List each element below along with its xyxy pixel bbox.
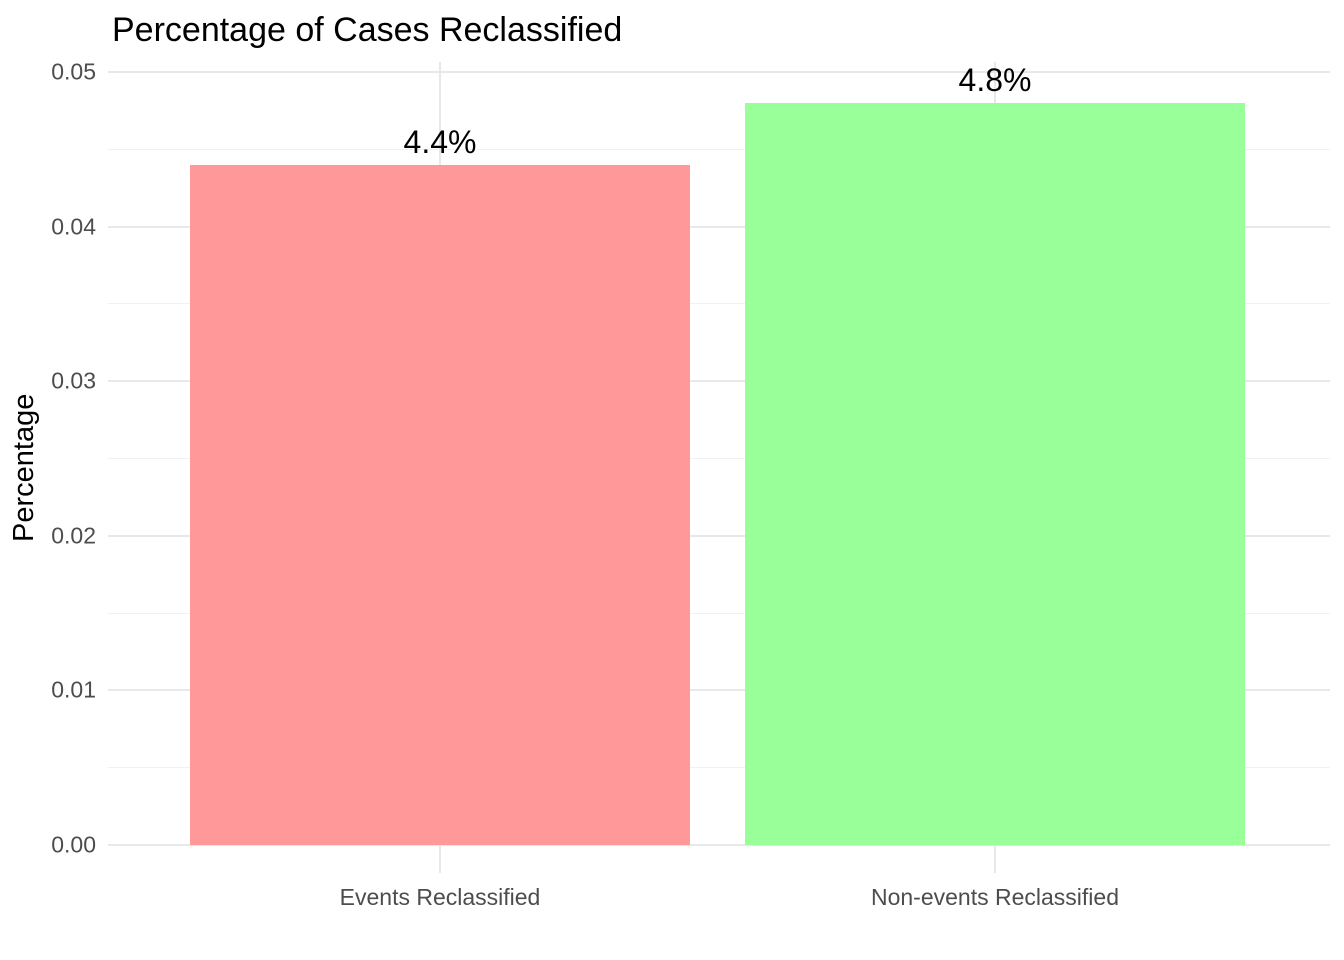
chart-title: Percentage of Cases Reclassified (112, 11, 623, 49)
y-gridline-major (108, 380, 1330, 383)
y-tick-label: 0.01 (51, 676, 96, 703)
y-axis-title: Percentage (8, 393, 40, 542)
y-tick-label: 0.05 (51, 58, 96, 85)
y-tick-label: 0.04 (51, 213, 96, 240)
y-gridline-minor (108, 612, 1330, 614)
y-gridline-major (108, 534, 1330, 537)
y-gridline-minor (108, 767, 1330, 769)
bar-events-reclassified (190, 164, 690, 845)
y-gridline-major (108, 689, 1330, 692)
x-tick-label-non-events-reclassified: Non-events Reclassified (870, 884, 1120, 910)
y-gridline-minor (108, 303, 1330, 305)
bar-value-label-events-reclassified: 4.4% (403, 123, 477, 160)
bar-non-events-reclassified (745, 102, 1245, 845)
y-tick-label: 0.03 (51, 367, 96, 394)
bar-value-label-non-events-reclassified: 4.8% (958, 61, 1032, 98)
x-tick-label-events-reclassified: Events Reclassified (339, 884, 541, 910)
y-gridline-major (108, 71, 1330, 73)
plot-panel: 4.4% 4.8% (108, 62, 1330, 873)
y-gridline-major (108, 844, 1330, 846)
y-gridline-major (108, 225, 1330, 228)
y-gridline-minor (108, 458, 1330, 459)
y-tick-label: 0.02 (51, 522, 96, 549)
y-gridline-minor (108, 148, 1330, 150)
y-tick-label: 0.00 (51, 831, 96, 858)
